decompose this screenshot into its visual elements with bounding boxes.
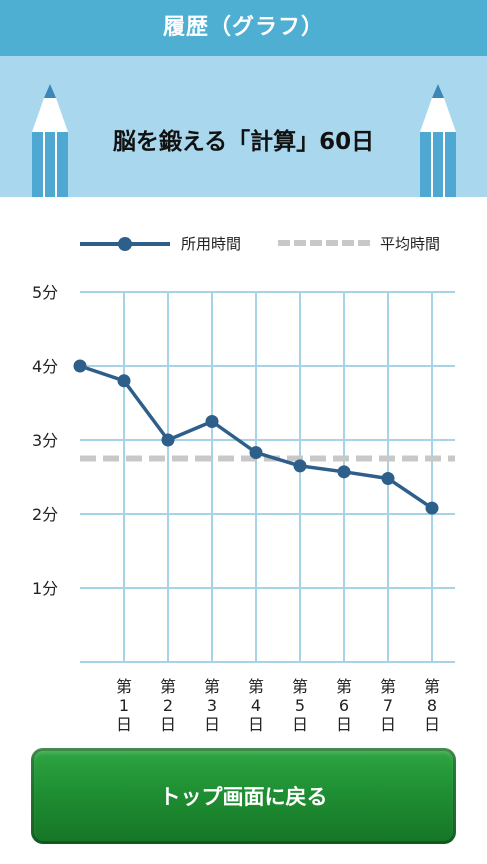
y-tick-label: 5分 [32, 283, 58, 302]
pencil-icon [32, 84, 68, 197]
x-tick-label: 7 [383, 696, 393, 715]
data-point [161, 433, 175, 447]
screen-title: 履歴（グラフ） [0, 0, 487, 56]
y-tick-label: 3分 [32, 431, 58, 450]
x-tick-label: 第 [116, 677, 132, 696]
data-point [205, 415, 219, 428]
x-tick-label: 日 [292, 715, 308, 734]
x-tick-label: 第 [204, 677, 220, 696]
data-point [249, 446, 263, 460]
banner: 脳を鍛える「計算」60日 [0, 56, 487, 197]
data-point [425, 501, 439, 515]
x-tick-label: 2 [163, 696, 173, 715]
pencil-icon [420, 84, 456, 197]
legend-average-line [278, 240, 370, 246]
x-tick-label: 5 [295, 696, 305, 715]
legend-average-label: 平均時間 [380, 235, 441, 253]
x-tick-label: 日 [336, 715, 352, 734]
x-tick-label: 4 [251, 696, 261, 715]
data-point [381, 471, 395, 485]
x-tick-label: 1 [119, 696, 129, 715]
x-tick-label: 第 [292, 677, 308, 696]
chart-legend: 所用時間 平均時間 [0, 225, 487, 261]
legend-series-marker [118, 237, 132, 251]
x-tick-label: 日 [160, 715, 176, 734]
data-point [73, 359, 87, 373]
x-tick-label: 日 [204, 715, 220, 734]
x-tick-label: 日 [116, 715, 132, 734]
x-tick-label: 6 [339, 696, 349, 715]
legend-series-label: 所用時間 [181, 235, 242, 253]
data-point [293, 459, 307, 473]
x-tick-label: 日 [380, 715, 396, 734]
x-tick-label: 3 [207, 696, 217, 715]
y-tick-label: 2分 [32, 505, 58, 524]
x-tick-label: 8 [427, 696, 437, 715]
x-tick-label: 日 [424, 715, 440, 734]
x-tick-label: 第 [336, 677, 352, 696]
x-tick-label: 第 [424, 677, 440, 696]
y-tick-label: 4分 [32, 357, 58, 376]
x-tick-label: 日 [248, 715, 264, 734]
x-tick-label: 第 [248, 677, 264, 696]
data-point [337, 465, 351, 479]
x-tick-label: 第 [160, 677, 176, 696]
data-point [117, 374, 131, 388]
back-to-top-button[interactable]: トップ画面に戻る [31, 748, 456, 844]
y-tick-label: 1分 [32, 579, 58, 598]
x-tick-label: 第 [380, 677, 396, 696]
banner-title: 脳を鍛える「計算」60日 [112, 129, 375, 155]
